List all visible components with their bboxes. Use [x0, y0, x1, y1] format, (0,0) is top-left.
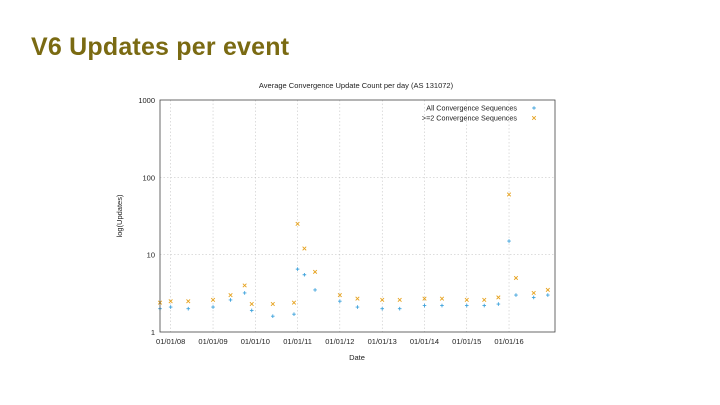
data-point [242, 291, 247, 295]
data-point [397, 297, 402, 303]
axis-ticks: 1 10 100 1000 01/01/08 01/01/09 01/01/10 01/01/… [138, 96, 523, 346]
data-point [546, 293, 550, 297]
data-point [380, 306, 385, 311]
slide-title: V6 Updates per event [31, 33, 290, 61]
data-point [270, 314, 275, 319]
chart-title: Average Convergence Update Count per day… [259, 81, 454, 90]
data-point [397, 306, 402, 311]
data-point [464, 303, 469, 308]
x-tick-label: 01/01/08 [156, 337, 185, 346]
data-point [545, 287, 550, 293]
data-point [507, 239, 511, 243]
plot-area [160, 100, 555, 332]
data-point [295, 221, 300, 227]
data-point [338, 299, 342, 304]
data-point [422, 303, 427, 308]
y-tick-label: 1000 [138, 96, 155, 105]
x-tick-label: 01/01/16 [494, 337, 523, 346]
data-point [513, 275, 519, 281]
data-point [186, 306, 191, 311]
data-point [531, 295, 536, 300]
x-tick-label: 01/01/10 [241, 337, 270, 346]
data-point [506, 192, 512, 197]
data-point [439, 296, 445, 301]
data-point [380, 297, 385, 303]
data-point [464, 297, 469, 303]
x-tick-label: 01/01/14 [410, 337, 439, 346]
data-point [422, 296, 427, 301]
y-tick-label: 100 [142, 173, 155, 182]
data-point [249, 301, 254, 307]
data-point [514, 293, 518, 297]
y-tick-label: 1 [151, 328, 155, 337]
data-point [186, 299, 191, 304]
data-point [295, 267, 300, 271]
data-point [242, 283, 247, 288]
legend-label: All Convergence Sequences [426, 104, 517, 113]
data-point [312, 269, 318, 274]
legend-label: >=2 Convergence Sequences [422, 114, 518, 123]
y-axis-label: log(Updates) [115, 194, 124, 237]
legend-marker [532, 106, 536, 110]
data-point [496, 302, 501, 306]
x-tick-label: 01/01/09 [198, 337, 227, 346]
data-point [292, 312, 296, 316]
data-point [337, 292, 342, 298]
data-point [496, 295, 501, 300]
data-point [228, 298, 233, 302]
data-point [249, 308, 254, 313]
data-point [168, 299, 173, 304]
x-tick-label: 01/01/12 [325, 337, 354, 346]
grid [160, 100, 555, 332]
data-point [291, 300, 297, 305]
data-point [482, 303, 487, 308]
data-point [440, 303, 444, 308]
data-point [355, 296, 360, 301]
data-point [482, 297, 487, 303]
data-point [210, 297, 216, 303]
data-point [531, 290, 536, 296]
legend: All Convergence Sequences>=2 Convergence… [422, 104, 537, 123]
x-tick-label: 01/01/13 [368, 337, 397, 346]
data-point [302, 272, 307, 277]
legend-marker [531, 115, 537, 121]
series-2-points [157, 192, 550, 307]
data-point [270, 301, 275, 307]
x-axis-label: Date [349, 353, 365, 362]
x-tick-label: 01/01/15 [452, 337, 481, 346]
data-point [355, 305, 360, 309]
data-point [211, 305, 215, 309]
data-point [228, 292, 233, 298]
data-point [313, 288, 317, 292]
plot-frame [159, 99, 556, 333]
data-point [168, 305, 173, 309]
y-tick-label: 10 [147, 251, 155, 260]
x-tick-label: 01/01/11 [283, 337, 312, 346]
data-point [302, 246, 307, 251]
